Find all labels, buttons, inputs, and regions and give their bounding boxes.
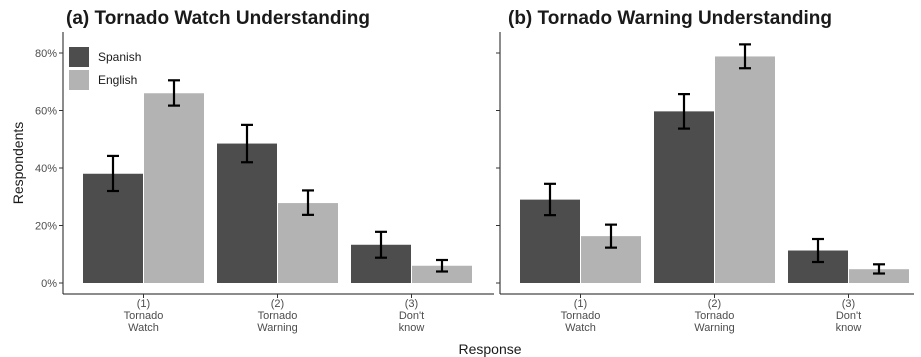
x-tick-label: Tornado	[561, 310, 601, 322]
x-tick-label: Tornado	[695, 310, 735, 322]
bar-english	[144, 93, 204, 283]
y-tick-label: 20%	[35, 221, 57, 233]
x-tick-label: (1)	[574, 298, 587, 310]
y-tick-label: 40%	[35, 163, 57, 175]
x-tick-label: Warning	[694, 322, 735, 334]
x-tick-label: (1)	[137, 298, 150, 310]
x-tick-label: (2)	[271, 298, 284, 310]
legend-label: Spanish	[98, 50, 141, 64]
legend-label: English	[98, 73, 137, 87]
legend-swatch-english	[69, 70, 89, 90]
x-tick-label: (3)	[405, 298, 418, 310]
bar-english	[849, 269, 909, 283]
bar-spanish	[217, 143, 277, 283]
x-tick-label: Tornado	[258, 310, 298, 322]
panel-title: (a) Tornado Watch Understanding	[66, 8, 370, 29]
x-tick-label: Watch	[565, 322, 596, 334]
legend-swatch-spanish	[69, 47, 89, 67]
y-tick-label: 80%	[35, 48, 57, 60]
x-tick-label: Watch	[128, 322, 159, 334]
panel-title: (b) Tornado Warning Understanding	[508, 8, 832, 29]
y-axis-title: Respondents	[10, 122, 26, 205]
x-tick-label: know	[836, 322, 862, 334]
x-tick-label: Warning	[257, 322, 298, 334]
y-tick-label: 0%	[41, 278, 57, 290]
bar-spanish	[654, 111, 714, 283]
bar-english	[412, 265, 472, 283]
bar-english	[278, 203, 338, 283]
y-tick-label: 60%	[35, 106, 57, 118]
x-tick-label: Tornado	[124, 310, 164, 322]
x-tick-label: Don't	[399, 310, 424, 322]
chart-panel-a: (a) Tornado Watch Understanding 0% 20% 40% 6…	[10, 8, 522, 357]
x-axis-title: Response	[458, 341, 521, 357]
chart-panel-b: (b) Tornado Warning Understanding(1)Torn…	[496, 8, 914, 334]
legend: Spanish English	[69, 47, 141, 90]
x-tick-label: know	[399, 322, 425, 334]
x-tick-label: (2)	[708, 298, 721, 310]
bar-english	[715, 56, 775, 284]
x-tick-label: Don't	[836, 310, 861, 322]
x-tick-label: (3)	[842, 298, 855, 310]
